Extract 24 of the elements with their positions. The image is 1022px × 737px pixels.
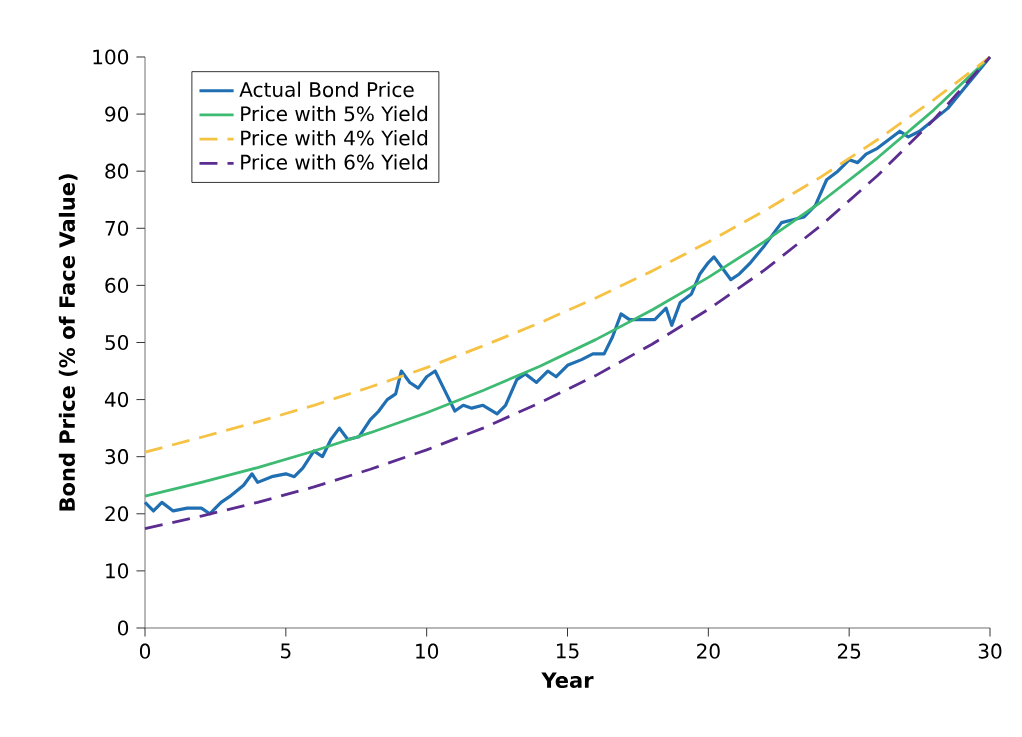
- y-tick-label: 40: [104, 392, 129, 408]
- y-tick-label: 10: [106, 563, 129, 579]
- x-tick-label: 30: [978, 643, 1002, 659]
- legend-label: Price with 5% Yield: [241, 105, 428, 122]
- x-tick-label: 5: [281, 643, 291, 659]
- x-axis-title: Year: [541, 672, 594, 689]
- x-tick-label: 25: [837, 643, 861, 659]
- y-tick-label: 50: [105, 334, 129, 351]
- y-tick-label: 80: [105, 163, 129, 179]
- y-tick-label: 20: [105, 506, 129, 522]
- y-axis-title: Bond Price (% of Face Value): [58, 174, 78, 511]
- x-tick-label: 0: [139, 643, 151, 659]
- y-tick-label: 100: [93, 49, 129, 65]
- x-tick-label: 20: [697, 643, 720, 659]
- y-tick-label: 30: [105, 449, 129, 465]
- y-tick-label: 0: [118, 620, 129, 636]
- y-tick-label: 90: [105, 106, 129, 122]
- x-tick-label: 15: [556, 643, 579, 659]
- x-tick-label: 10: [416, 643, 439, 659]
- legend-label: Price with 4% Yield: [241, 130, 428, 146]
- y-tick-label: 70: [105, 220, 129, 236]
- legend-label: Actual Bond Price: [239, 81, 414, 98]
- y-tick-label: 60: [105, 277, 129, 293]
- legend-label: Price with 6% Yield: [241, 154, 428, 170]
